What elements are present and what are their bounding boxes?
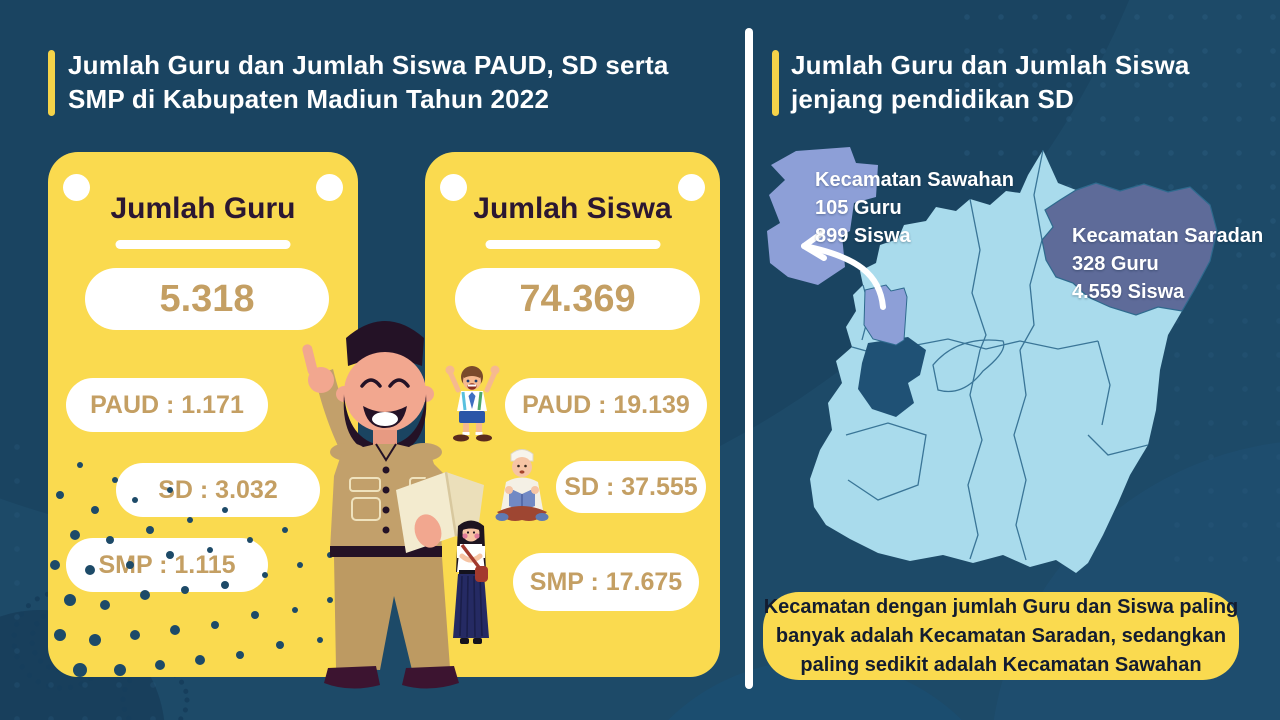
guru-paud-pill: PAUD : 1.171: [66, 378, 268, 432]
left-panel-title: Jumlah Guru dan Jumlah Siswa PAUD, SD se…: [68, 48, 728, 116]
siswa-sd-pill: SD : 37.555: [556, 461, 706, 513]
callout-sawahan-name: Kecamatan Sawahan: [815, 169, 1014, 191]
teacher-illustration: [302, 321, 484, 689]
card-pin-circle: [316, 174, 343, 201]
card-pin-circle: [63, 174, 90, 201]
guru-smp-pill: SMP : 1.115: [66, 538, 268, 592]
note-line3: paling sedikit adalah Kecamatan Sawahan: [800, 653, 1202, 676]
callout-saradan-guru: 328 Guru: [1072, 253, 1159, 275]
callout-saradan: Kecamatan Saradan 328 Guru 4.559 Siswa: [1072, 222, 1263, 306]
guru-sd-pill: SD : 3.032: [116, 463, 320, 517]
cheering-boy-illustration: [445, 365, 500, 442]
right-title-line2: jenjang pendidikan SD: [791, 84, 1075, 114]
conclusion-note-box: Kecamatan dengan jumlah Guru dan Siswa p…: [763, 592, 1239, 680]
siswa-total-pill: 74.369: [455, 268, 700, 330]
map-arrow-icon: [801, 230, 886, 310]
left-title-line1: Jumlah Guru dan Jumlah Siswa PAUD, SD se…: [68, 50, 669, 80]
right-title-accent-bar: [772, 50, 779, 116]
note-line1: Kecamatan dengan jumlah Guru dan Siswa p…: [763, 595, 1239, 618]
madiun-regency-map: [767, 147, 1218, 573]
card-title-siswa: Jumlah Siswa: [473, 192, 672, 225]
reading-boy-illustration: [495, 449, 549, 521]
card-pin-circle: [440, 174, 467, 201]
card-jumlah-siswa: Jumlah Siswa 74.369 PAUD : 19.139 SD : 3…: [425, 152, 720, 677]
card-title-underline: [115, 240, 291, 249]
siswa-paud-pill: PAUD : 19.139: [505, 378, 707, 432]
card-title-underline: [485, 240, 660, 249]
note-line2: banyak adalah Kecamatan Saradan, sedangk…: [775, 624, 1227, 647]
conclusion-note-text: Kecamatan dengan jumlah Guru dan Siswa p…: [764, 593, 1239, 680]
right-panel-title: Jumlah Guru dan Jumlah Siswa jenjang pen…: [791, 48, 1251, 116]
section-divider: [745, 28, 753, 689]
left-title-line2: SMP di Kabupaten Madiun Tahun 2022: [68, 84, 550, 114]
callout-saradan-name: Kecamatan Saradan: [1072, 225, 1264, 247]
card-title-guru: Jumlah Guru: [110, 192, 296, 225]
callout-sawahan-guru: 105 Guru: [815, 197, 902, 219]
callout-sawahan: Kecamatan Sawahan 105 Guru 899 Siswa: [815, 166, 1014, 250]
guru-total-pill: 5.318: [85, 268, 329, 330]
schoolgirl-illustration: [453, 520, 489, 644]
left-title-accent-bar: [48, 50, 55, 116]
siswa-smp-pill: SMP : 17.675: [513, 553, 699, 611]
card-jumlah-guru: Jumlah Guru 5.318 PAUD : 1.171 SD : 3.03…: [48, 152, 358, 677]
callout-saradan-siswa: 4.559 Siswa: [1072, 281, 1185, 303]
right-title-line1: Jumlah Guru dan Jumlah Siswa: [791, 50, 1190, 80]
card-pin-circle: [678, 174, 705, 201]
callout-sawahan-siswa: 899 Siswa: [815, 225, 911, 247]
